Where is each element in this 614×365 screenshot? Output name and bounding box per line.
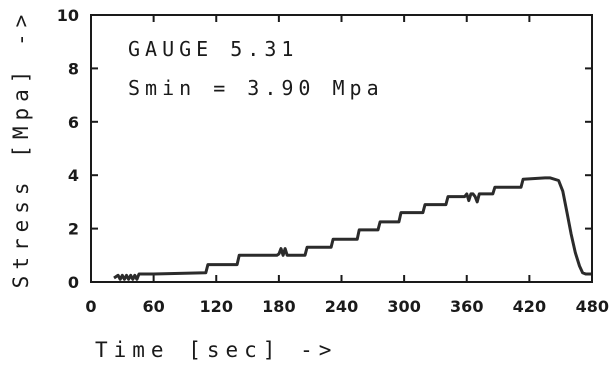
series-line-1 — [113, 176, 592, 281]
annotation-1: GAUGE 5.31 — [128, 37, 298, 61]
y-tick-label-2: 2 — [68, 220, 79, 239]
x-tick-label-360: 360 — [450, 297, 483, 316]
y-axis-title-group: Stress [Mpa] -> — [9, 9, 33, 289]
x-tick-label-300: 300 — [387, 297, 420, 316]
x-tick-label-480: 480 — [576, 297, 609, 316]
y-tick-label-10: 10 — [57, 6, 79, 25]
annotation-2: Smin = 3.90 Mpa — [128, 76, 384, 100]
x-tick-group: 0 60 120 180 240 300 360 420 480 — [85, 15, 609, 316]
x-tick-label-420: 420 — [513, 297, 546, 316]
y-tick-label-0: 0 — [68, 273, 79, 292]
y-tick-label-8: 8 — [68, 59, 79, 78]
y-tick-label-4: 4 — [68, 166, 79, 185]
x-axis-title: Time [sec] -> — [95, 338, 337, 362]
annotation-group: GAUGE 5.31 Smin = 3.90 Mpa — [128, 37, 384, 100]
x-tick-label-60: 60 — [142, 297, 164, 316]
y-tick-label-6: 6 — [68, 113, 79, 132]
x-tick-label-120: 120 — [200, 297, 233, 316]
series-group — [113, 176, 592, 281]
plot-frame — [90, 14, 593, 283]
x-tick-label-180: 180 — [262, 297, 295, 316]
y-axis-title: Stress [Mpa] -> — [9, 9, 33, 289]
x-tick-label-240: 240 — [325, 297, 358, 316]
x-tick-label-0: 0 — [85, 297, 96, 316]
